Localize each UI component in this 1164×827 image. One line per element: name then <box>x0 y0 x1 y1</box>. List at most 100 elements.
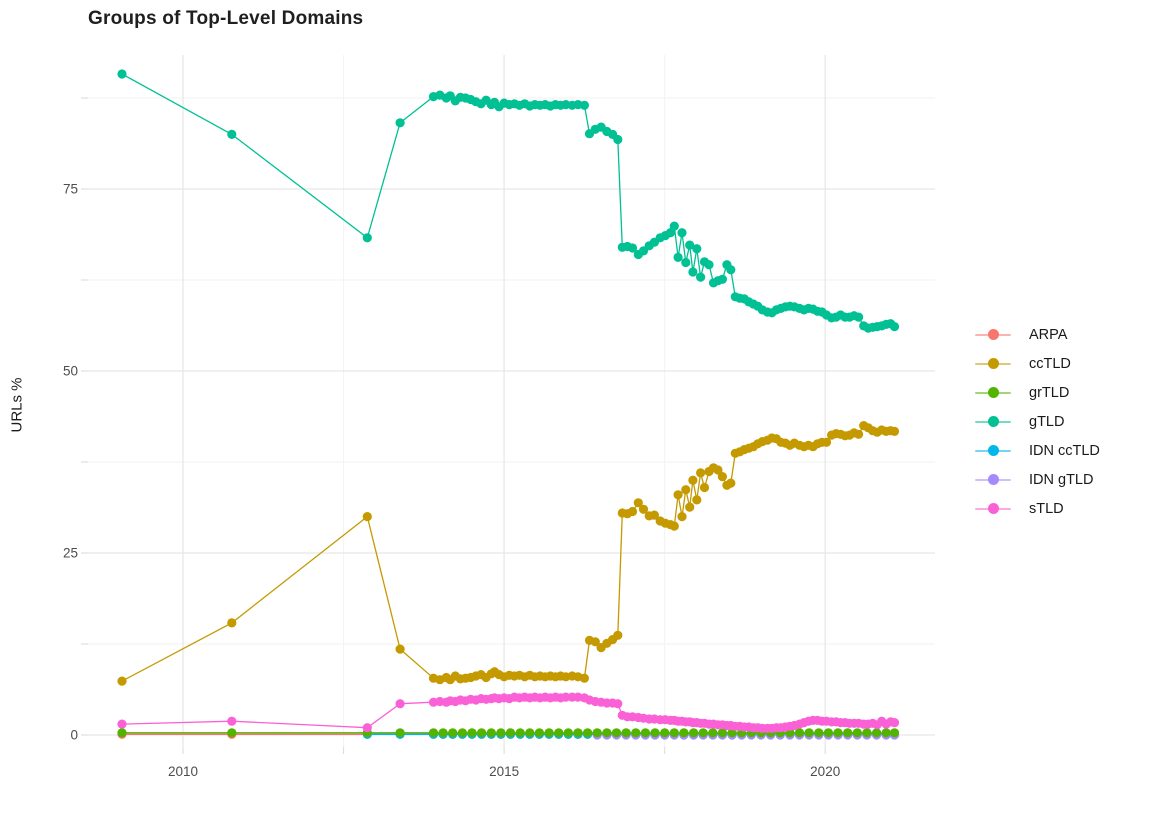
data-point <box>395 699 405 709</box>
data-point <box>395 644 405 654</box>
data-point <box>438 728 448 738</box>
data-point <box>852 728 862 738</box>
data-point <box>638 504 649 514</box>
data-point <box>704 260 714 270</box>
legend-key-icon <box>975 471 1011 489</box>
data-point <box>457 728 467 738</box>
y-tick-label: 25 <box>63 546 78 561</box>
legend-label: ccTLD <box>1029 355 1071 372</box>
legend-entry: ARPA <box>975 320 1100 349</box>
data-point <box>679 728 689 738</box>
legend-label: ARPA <box>1029 326 1068 343</box>
data-point <box>117 676 127 686</box>
data-point <box>669 221 679 231</box>
data-point <box>649 510 660 520</box>
data-point <box>640 728 651 738</box>
data-point <box>833 728 843 738</box>
data-point <box>692 495 702 505</box>
data-point <box>713 465 723 475</box>
legend-key-icon <box>975 442 1011 460</box>
legend-label: gTLD <box>1029 413 1065 430</box>
data-point <box>467 728 477 738</box>
data-point <box>696 468 706 478</box>
data-point <box>854 429 864 439</box>
data-point <box>717 728 728 738</box>
legend-entry: gTLD <box>975 407 1100 436</box>
data-point <box>554 728 564 738</box>
data-point <box>563 728 573 738</box>
data-point <box>590 637 600 647</box>
data-point <box>650 728 660 738</box>
data-point <box>708 728 718 738</box>
data-point <box>583 728 593 738</box>
data-point <box>477 728 487 738</box>
data-point <box>486 728 496 738</box>
data-point <box>613 699 623 709</box>
x-tick-label: 2020 <box>810 764 840 779</box>
legend-label: IDN gTLD <box>1029 471 1094 488</box>
data-point <box>117 69 127 79</box>
data-point <box>227 728 237 738</box>
legend-entry: IDN ccTLD <box>975 436 1100 465</box>
data-point <box>448 728 458 738</box>
data-point <box>579 100 590 110</box>
legend-entry: sTLD <box>975 494 1100 523</box>
data-point <box>621 728 631 738</box>
data-point <box>689 728 699 738</box>
data-point <box>227 618 237 628</box>
data-point <box>889 718 900 728</box>
data-point <box>872 728 882 738</box>
data-point <box>579 673 590 683</box>
data-point <box>862 728 872 738</box>
data-point <box>525 728 535 738</box>
data-point <box>613 134 623 145</box>
legend-entry: grTLD <box>975 378 1100 407</box>
data-point <box>804 728 814 738</box>
data-point <box>681 485 691 495</box>
data-point <box>726 478 736 488</box>
data-point <box>428 728 439 738</box>
data-point <box>627 506 638 517</box>
y-tick-label: 0 <box>70 728 78 743</box>
data-point <box>602 728 612 738</box>
data-point <box>726 265 736 275</box>
data-point <box>631 728 641 738</box>
data-point <box>843 728 853 738</box>
data-point <box>685 502 695 512</box>
legend-label: IDN ccTLD <box>1029 442 1100 459</box>
data-point <box>881 728 891 738</box>
data-point <box>688 267 698 277</box>
data-point <box>362 511 372 522</box>
chart-title: Groups of Top-Level Domains <box>88 8 364 29</box>
data-point <box>573 728 583 738</box>
data-point <box>505 728 516 738</box>
data-point <box>673 490 683 500</box>
data-point <box>688 475 698 485</box>
data-point <box>362 233 372 243</box>
data-point <box>698 728 708 738</box>
data-point <box>496 728 506 738</box>
data-point <box>362 723 372 733</box>
data-point <box>699 482 710 493</box>
x-tick-label: 2010 <box>168 764 198 779</box>
legend-label: sTLD <box>1029 500 1064 517</box>
data-point <box>633 498 643 508</box>
data-point <box>677 511 687 522</box>
legend-key-icon <box>975 355 1011 373</box>
series-sTLD <box>117 692 900 734</box>
data-point <box>814 728 824 738</box>
series-gTLD <box>117 69 900 333</box>
data-point <box>227 716 237 726</box>
y-tick-label: 50 <box>63 364 78 379</box>
legend-key-icon <box>975 500 1011 518</box>
data-point <box>794 728 805 738</box>
series-line <box>121 73 895 329</box>
data-point <box>692 244 702 254</box>
data-point <box>669 521 679 531</box>
y-tick-label: 75 <box>63 182 78 197</box>
data-point <box>395 728 405 738</box>
data-point <box>627 243 638 253</box>
data-point <box>821 437 832 447</box>
